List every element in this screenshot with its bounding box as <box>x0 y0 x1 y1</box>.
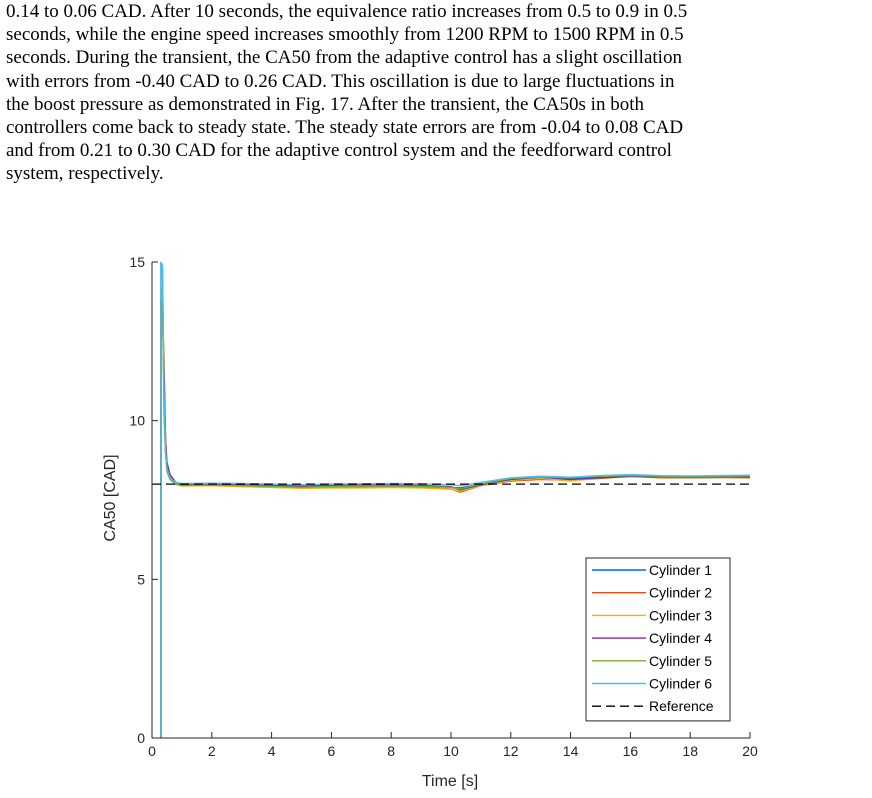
y-tick-label: 15 <box>129 254 145 270</box>
legend-box <box>585 557 731 722</box>
paragraph-line: controllers come back to steady state. T… <box>6 117 684 139</box>
x-tick-label: 20 <box>742 743 758 759</box>
x-tick-label: 0 <box>148 743 156 759</box>
y-tick-label: 10 <box>129 413 145 429</box>
paragraph-line: seconds, while the engine speed increase… <box>6 24 684 46</box>
x-tick-label: 18 <box>682 743 698 759</box>
paragraph-line: 0.14 to 0.06 CAD. After 10 seconds, the … <box>6 1 688 22</box>
x-tick-label: 2 <box>208 743 216 759</box>
paragraph-line: and from 0.21 to 0.30 CAD for the adapti… <box>6 140 672 162</box>
paragraph-line: with errors from -0.40 CAD to 0.26 CAD. … <box>6 70 675 92</box>
paragraph-line: seconds. During the transient, the CA50 … <box>6 47 682 69</box>
series-line-cylinder-6 <box>160 261 751 738</box>
legend-label: Cylinder 1 <box>649 562 712 578</box>
body-paragraph: 0.14 to 0.06 CAD. After 10 seconds, the … <box>6 0 868 186</box>
legend-label: Cylinder 2 <box>649 585 712 601</box>
legend-label: Cylinder 4 <box>649 630 712 646</box>
paragraph-line: the boost pressure as demonstrated in Fi… <box>6 93 644 115</box>
x-axis-label: Time [s] <box>422 773 478 790</box>
x-tick-label: 4 <box>268 743 276 759</box>
y-axis-label: CA50 [CAD] <box>102 454 119 541</box>
legend-label: Reference <box>649 698 714 714</box>
x-tick-label: 12 <box>503 743 519 759</box>
paragraph-line: system, respectively. <box>6 163 164 185</box>
x-tick-label: 16 <box>623 743 639 759</box>
x-tick-label: 8 <box>387 743 395 759</box>
x-tick-label: 10 <box>443 743 459 759</box>
legend-label: Cylinder 3 <box>649 607 712 623</box>
y-tick-label: 5 <box>137 571 145 587</box>
y-tick-label: 0 <box>137 730 145 746</box>
legend-label: Cylinder 6 <box>649 676 712 692</box>
x-tick-label: 6 <box>328 743 336 759</box>
x-tick-label: 14 <box>563 743 579 759</box>
legend-label: Cylinder 5 <box>649 653 712 669</box>
